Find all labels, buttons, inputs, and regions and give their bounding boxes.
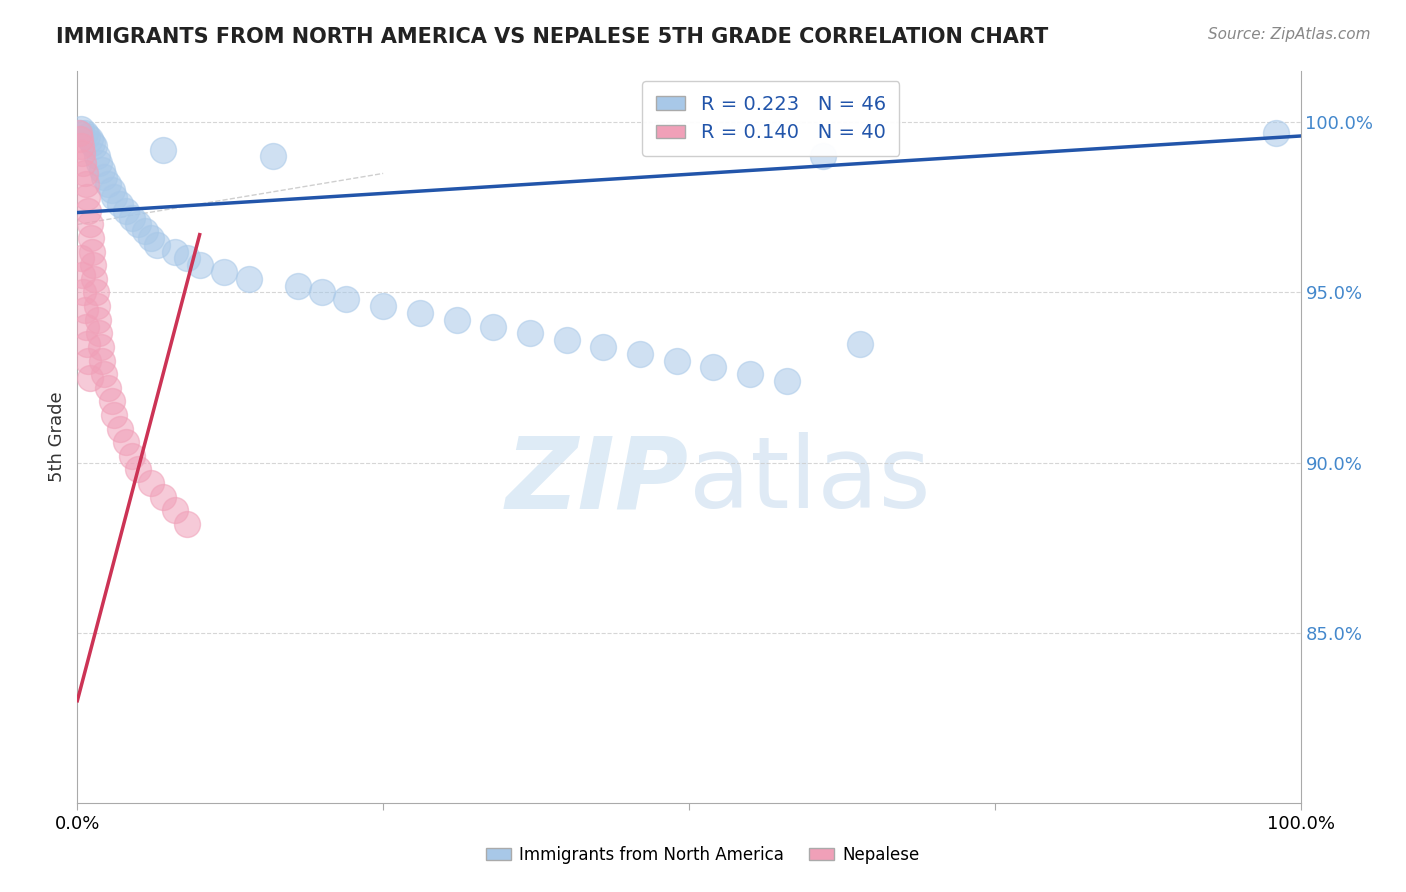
Point (70, 146, 93, 161)
Point (446, 312, 468, 326)
Point (849, 336, 872, 351)
Point (139, 231, 162, 245)
Point (100, 183, 122, 197)
Point (69, 126, 91, 140)
Point (152, 143, 174, 157)
Point (72, 285, 94, 300)
Point (83, 272, 105, 286)
Point (121, 449, 143, 463)
Point (97, 177, 120, 191)
Point (70, 139, 93, 153)
Point (115, 435, 138, 450)
Point (139, 475, 162, 490)
Point (79, 370, 101, 384)
Text: IMMIGRANTS FROM NORTH AMERICA VS NEPALESE 5TH GRADE CORRELATION CHART: IMMIGRANTS FROM NORTH AMERICA VS NEPALES… (56, 27, 1049, 46)
Point (813, 149, 835, 163)
Text: atlas: atlas (689, 433, 931, 530)
Point (83, 139, 105, 153)
Point (70, 252, 93, 266)
Point (108, 421, 131, 435)
Point (76, 336, 98, 351)
Point (70, 122, 93, 136)
Point (76, 128, 98, 143)
Legend: Immigrants from North America, Nepalese: Immigrants from North America, Nepalese (479, 839, 927, 871)
Point (77, 353, 100, 368)
Point (79, 218, 101, 232)
Point (776, 374, 799, 388)
Point (212, 265, 235, 279)
Point (72, 156, 94, 170)
Point (73, 302, 96, 317)
Legend: R = 0.223   N = 46, R = 0.140   N = 40: R = 0.223 N = 46, R = 0.140 N = 40 (643, 81, 900, 156)
Point (75, 319, 97, 334)
Point (103, 408, 125, 422)
Point (592, 340, 614, 354)
Point (82, 258, 104, 272)
Point (100, 394, 122, 409)
Point (311, 285, 333, 300)
Point (740, 367, 762, 381)
Point (108, 197, 131, 211)
Text: Source: ZipAtlas.com: Source: ZipAtlas.com (1208, 27, 1371, 42)
Point (238, 272, 260, 286)
Point (97, 381, 120, 395)
Point (409, 306, 432, 320)
Point (73, 126, 96, 140)
Point (80, 231, 103, 245)
Point (80, 244, 103, 259)
Point (628, 347, 651, 361)
Point (702, 360, 724, 375)
Point (93, 367, 115, 381)
Point (665, 353, 688, 368)
Point (90, 340, 112, 354)
Point (103, 190, 125, 204)
Point (69, 132, 91, 146)
Point (335, 293, 357, 307)
Point (75, 177, 97, 191)
Point (80, 136, 103, 150)
Point (555, 333, 578, 347)
Point (371, 299, 394, 313)
Point (287, 278, 309, 293)
Point (128, 462, 150, 476)
Point (76, 190, 98, 204)
Point (128, 218, 150, 232)
Point (152, 490, 174, 504)
Point (86, 149, 108, 163)
Point (188, 258, 211, 272)
Point (519, 326, 541, 341)
Point (73, 166, 96, 180)
Point (482, 319, 505, 334)
Point (77, 203, 100, 218)
Text: ZIP: ZIP (506, 433, 689, 530)
Point (93, 169, 115, 184)
Point (90, 163, 112, 178)
Point (165, 503, 187, 517)
Point (86, 299, 108, 313)
Point (90, 353, 112, 368)
Point (176, 252, 198, 266)
Point (89, 326, 111, 341)
Point (262, 149, 284, 163)
Y-axis label: 5th Grade: 5th Grade (48, 392, 66, 483)
Point (70, 268, 93, 283)
Point (146, 238, 169, 252)
Point (89, 156, 111, 170)
Point (67, 126, 90, 140)
Point (1265, 126, 1288, 140)
Point (134, 224, 156, 238)
Point (115, 203, 138, 218)
Point (176, 516, 198, 531)
Point (165, 244, 187, 259)
Point (84, 285, 107, 300)
Point (121, 211, 143, 225)
Point (87, 312, 110, 326)
Point (79, 132, 101, 146)
